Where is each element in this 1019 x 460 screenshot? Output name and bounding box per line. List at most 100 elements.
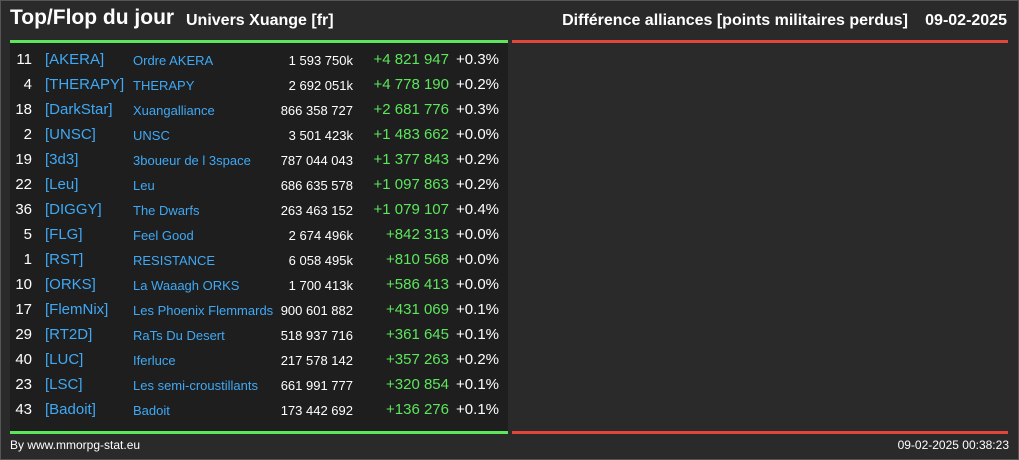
rank-number: 5 [23, 226, 32, 243]
universe-label: Univers Xuange [fr] [186, 12, 334, 29]
flop-bar-upper [512, 40, 1008, 43]
rank-number: 11 [16, 51, 32, 68]
alliance-tag-link[interactable]: [ORKS] [45, 276, 96, 293]
alliance-name-link[interactable]: Iferluce [133, 353, 176, 368]
alliance-points: 173 442 692 [280, 403, 353, 418]
alliance-name-link[interactable]: Leu [133, 178, 155, 193]
percent-change: +0.0% [456, 251, 499, 268]
alliance-points: 6 058 495k [288, 253, 353, 268]
ranking-date: 09-02-2025 [925, 12, 1007, 29]
alliance-tag-link[interactable]: [FlemNix] [45, 301, 109, 318]
alliance-name-link[interactable]: UNSC [133, 128, 170, 143]
top-bar-upper [10, 40, 508, 43]
list-item: 19 [3d3] 3boueur de l 3space 787 044 043 +1 … [10, 147, 508, 172]
list-item: 36 [DIGGY] The Dwarfs 263 463 152 +1 079 107… [10, 197, 508, 222]
alliance-tag-link[interactable]: [Badoit] [45, 401, 96, 418]
percent-change: +0.0% [456, 276, 499, 293]
alliance-tag-link[interactable]: [LUC] [45, 351, 84, 368]
rank-number: 22 [15, 176, 32, 193]
flop-bar-lower [512, 431, 1008, 434]
points-difference: +1 377 843 [373, 151, 450, 168]
percent-change: +0.1% [456, 301, 499, 318]
alliance-tag-link[interactable]: [THERAPY] [45, 76, 125, 93]
rank-number: 17 [15, 301, 32, 318]
percent-change: +0.4% [456, 201, 499, 218]
top-bar-lower [10, 431, 508, 434]
alliance-name-link[interactable]: Ordre AKERA [133, 53, 214, 68]
percent-change: +0.2% [456, 351, 499, 368]
alliance-points: 263 463 152 [280, 203, 353, 218]
list-item: 18 [DarkStar] Xuangalliance 866 358 727 +2 6… [10, 97, 508, 122]
points-difference: +1 097 863 [373, 176, 450, 193]
alliance-tag-link[interactable]: [DIGGY] [45, 201, 102, 218]
alliance-points: 3 501 423k [288, 128, 353, 143]
alliance-tag-link[interactable]: [UNSC] [45, 126, 96, 143]
alliance-name-link[interactable]: The Dwarfs [133, 203, 200, 218]
alliance-tag-link[interactable]: [FLG] [45, 226, 83, 243]
points-difference: +1 483 662 [373, 126, 450, 143]
alliance-name-link[interactable]: Les Phoenix Flemmards [133, 303, 274, 318]
alliance-name-link[interactable]: La Waaagh ORKS [133, 278, 240, 293]
alliance-tag-link[interactable]: [RT2D] [45, 326, 93, 343]
rank-number: 43 [15, 401, 32, 418]
percent-change: +0.1% [456, 376, 499, 393]
alliance-name-link[interactable]: RESISTANCE [133, 253, 216, 268]
rank-number: 23 [15, 376, 32, 393]
alliance-tag-link[interactable]: [LSC] [45, 376, 83, 393]
points-difference: +842 313 [386, 226, 449, 243]
rank-number: 18 [15, 101, 32, 118]
alliance-points: 900 601 882 [280, 303, 353, 318]
alliance-name-link[interactable]: Badoit [133, 403, 170, 418]
rank-number: 19 [15, 151, 32, 168]
ranking-subtitle: Différence alliances [points militaires … [562, 12, 908, 29]
rank-number: 1 [23, 251, 32, 268]
alliance-name-link[interactable]: Feel Good [133, 228, 194, 243]
alliance-points: 1 593 750k [288, 53, 353, 68]
list-item: 17 [FlemNix] Les Phoenix Flemmards 900 601 … [10, 297, 508, 322]
percent-change: +0.0% [456, 126, 499, 143]
alliance-name-link[interactable]: RaTs Du Desert [133, 328, 225, 343]
alliance-tag-link[interactable]: [DarkStar] [45, 101, 113, 118]
rank-number: 4 [23, 76, 32, 93]
list-item: 29 [RT2D] RaTs Du Desert 518 937 716 +361 64… [10, 322, 508, 347]
points-difference: +810 568 [386, 251, 449, 268]
alliance-points: 518 937 716 [280, 328, 353, 343]
alliance-points: 1 700 413k [288, 278, 353, 293]
alliance-points: 2 674 496k [288, 228, 353, 243]
percent-change: +0.3% [456, 51, 499, 68]
points-difference: +1 079 107 [373, 201, 450, 218]
list-item: 40 [LUC] Iferluce 217 578 142 +357 263 +0.2% [10, 347, 508, 372]
points-difference: +4 821 947 [373, 51, 450, 68]
points-difference: +2 681 776 [373, 101, 450, 118]
points-difference: +361 645 [386, 326, 449, 343]
flop-panel [512, 43, 1008, 432]
list-item: 43 [Badoit] Badoit 173 442 692 +136 276 +0.1% [10, 397, 508, 422]
alliance-tag-link[interactable]: [Leu] [45, 176, 79, 193]
points-difference: +136 276 [386, 401, 449, 418]
rank-number: 10 [15, 276, 32, 293]
alliance-tag-link[interactable]: [3d3] [45, 151, 79, 168]
rank-number: 40 [15, 351, 32, 368]
alliance-points: 866 358 727 [280, 103, 353, 118]
percent-change: +0.3% [456, 101, 499, 118]
alliance-points: 2 692 051k [288, 78, 353, 93]
alliance-points: 661 991 777 [280, 378, 353, 393]
percent-change: +0.1% [456, 401, 499, 418]
rank-number: 36 [15, 201, 32, 218]
list-item: 1 [RST] RESISTANCE 6 058 495k +810 568 +0.0% [10, 247, 508, 272]
alliance-tag-link[interactable]: [AKERA] [45, 51, 105, 68]
percent-change: +0.2% [456, 76, 499, 93]
top-panel [10, 43, 508, 432]
alliance-points: 217 578 142 [280, 353, 353, 368]
alliance-name-link[interactable]: Xuangalliance [133, 103, 215, 118]
site-credit[interactable]: By www.mmorpg-stat.eu [10, 438, 141, 452]
alliance-name-link[interactable]: THERAPY [133, 78, 195, 93]
points-difference: +586 413 [386, 276, 449, 293]
alliance-name-link[interactable]: 3boueur de l 3space [133, 153, 251, 168]
list-item: 2 [UNSC] UNSC 3 501 423k +1 483 662 +0.0% [10, 122, 508, 147]
percent-change: +0.2% [456, 176, 499, 193]
points-difference: +431 069 [386, 301, 449, 318]
percent-change: +0.1% [456, 326, 499, 343]
alliance-name-link[interactable]: Les semi-croustillants [133, 378, 258, 393]
alliance-tag-link[interactable]: [RST] [45, 251, 84, 268]
